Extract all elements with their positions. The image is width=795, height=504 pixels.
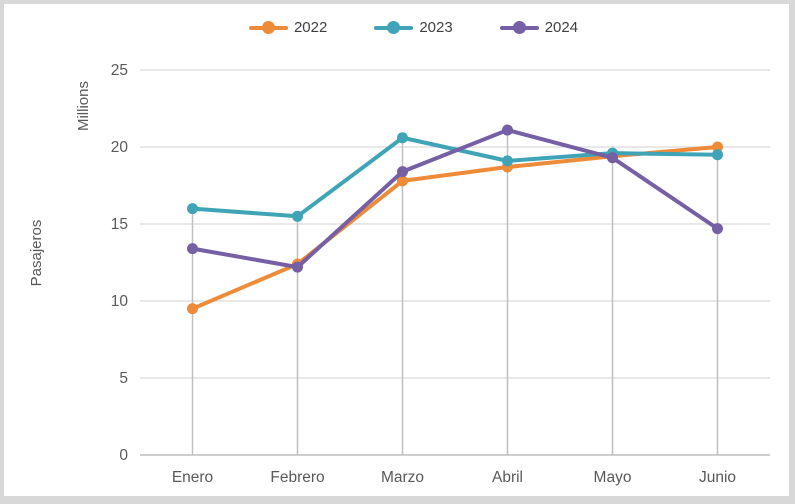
data-point-marker-2022-Enero bbox=[187, 303, 198, 315]
legend-marker-icon bbox=[374, 21, 414, 34]
legend-item-2024: 2024 bbox=[499, 19, 579, 36]
legend-item-2023: 2023 bbox=[374, 19, 453, 36]
data-point-marker-2024-Junio bbox=[712, 223, 723, 235]
series-line-2022 bbox=[190, 145, 720, 311]
legend-dot-icon bbox=[387, 21, 401, 34]
x-tick-label: Mayo bbox=[594, 469, 632, 486]
y-tick-label: 15 bbox=[111, 216, 128, 233]
legend-item-2022: 2022 bbox=[248, 19, 328, 36]
frame-border-left bbox=[0, 0, 4, 504]
data-point-marker-2023-Enero bbox=[187, 203, 198, 215]
y-tick-label: 25 bbox=[111, 62, 128, 79]
legend: 2022 2023 2024 bbox=[0, 20, 795, 35]
legend-label: 2024 bbox=[544, 19, 579, 36]
x-tick-label: Febrero bbox=[270, 469, 324, 486]
legend-dot-icon bbox=[261, 21, 275, 34]
frame-border-bottom bbox=[0, 496, 795, 504]
x-tick-label: Marzo bbox=[381, 469, 424, 486]
y-tick-label: 5 bbox=[119, 370, 128, 387]
data-point-marker-2022-Junio bbox=[712, 141, 723, 153]
x-tick-label: Enero bbox=[172, 469, 213, 486]
x-tick-label: Abril bbox=[492, 469, 523, 486]
data-point-marker-2023-Junio bbox=[712, 149, 723, 161]
data-point-marker-2022-Marzo bbox=[397, 175, 408, 187]
frame-border-right bbox=[789, 0, 795, 504]
legend-marker-icon bbox=[248, 21, 288, 34]
data-point-marker-2024-Marzo bbox=[397, 166, 408, 178]
y-tick-label: 10 bbox=[111, 293, 129, 310]
y-tick-label: 0 bbox=[119, 447, 128, 464]
y-tick-label: 20 bbox=[111, 139, 129, 156]
legend-label: 2022 bbox=[293, 19, 328, 36]
data-point-marker-2024-Abril bbox=[502, 124, 513, 136]
legend-label: 2023 bbox=[419, 19, 453, 36]
data-point-marker-2024-Febrero bbox=[292, 261, 303, 273]
legend-dot-icon bbox=[512, 21, 526, 34]
frame-border-top bbox=[0, 0, 795, 4]
data-point-marker-2024-Enero bbox=[187, 243, 198, 255]
data-point-marker-2023-Febrero bbox=[292, 210, 303, 222]
data-point-marker-2024-Mayo bbox=[607, 152, 618, 164]
x-tick-label: Junio bbox=[699, 469, 736, 486]
data-point-marker-2023-Marzo bbox=[397, 132, 408, 144]
data-point-marker-2023-Abril bbox=[502, 155, 513, 167]
series-line-2024 bbox=[190, 128, 720, 270]
legend-marker-icon bbox=[499, 21, 539, 34]
